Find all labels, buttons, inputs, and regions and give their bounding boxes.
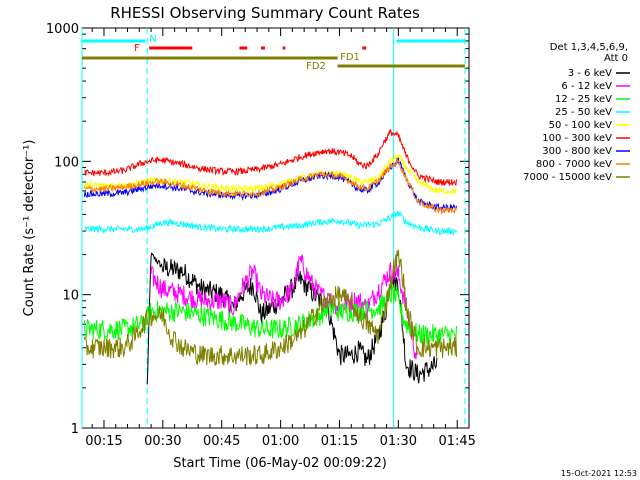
x-tick-label: 00:15 — [85, 434, 122, 449]
x-tick-label: 00:45 — [203, 434, 240, 449]
timestamp: 15-Oct-2021 12:53 — [561, 469, 637, 478]
legend-label: 25 - 50 keV — [555, 107, 612, 118]
y-tick-label: 1000 — [46, 22, 79, 37]
x-tick-label: 01:00 — [262, 434, 299, 449]
legend-header: Att 0 — [604, 53, 628, 64]
flag-label: FD2 — [306, 61, 326, 72]
legend-label: 12 - 25 keV — [555, 94, 612, 105]
y-tick-label: 10 — [62, 289, 79, 304]
legend-header: Det 1,3,4,5,6,9, — [550, 42, 628, 53]
series-line-6-12kev — [150, 254, 418, 360]
legend-label: 50 - 100 keV — [549, 120, 613, 131]
legend-label: 100 - 300 keV — [542, 133, 612, 144]
x-axis-label: Start Time (06-May-02 00:09:22) — [173, 456, 387, 471]
flag-label: FD1 — [340, 52, 360, 63]
x-tick-label: 00:30 — [144, 434, 181, 449]
flag-label: N — [149, 34, 156, 45]
legend-label: 7000 - 15000 keV — [523, 172, 612, 183]
x-tick-label: 01:30 — [380, 434, 417, 449]
series-line-100-300kev — [84, 129, 457, 187]
chart-title: RHESSI Observing Summary Count Rates — [110, 4, 420, 22]
x-tick-label: 01:15 — [321, 434, 358, 449]
series-line-800-7000kev — [83, 158, 457, 216]
y-tick-label: 1 — [71, 422, 79, 437]
y-tick-label: 100 — [54, 155, 79, 170]
x-tick-label: 01:45 — [438, 434, 475, 449]
series-line-7000-15000kev — [83, 249, 458, 366]
series-line-25-50kev — [84, 210, 457, 237]
legend-label: 800 - 7000 keV — [536, 159, 612, 170]
legend-label: 3 - 6 keV — [568, 68, 612, 79]
legend-label: 300 - 800 keV — [542, 146, 612, 157]
flag-label: F — [134, 43, 140, 54]
legend-label: 6 - 12 keV — [561, 81, 612, 92]
y-axis-label: Count Rate (s⁻¹ detector⁻¹) — [22, 140, 37, 317]
